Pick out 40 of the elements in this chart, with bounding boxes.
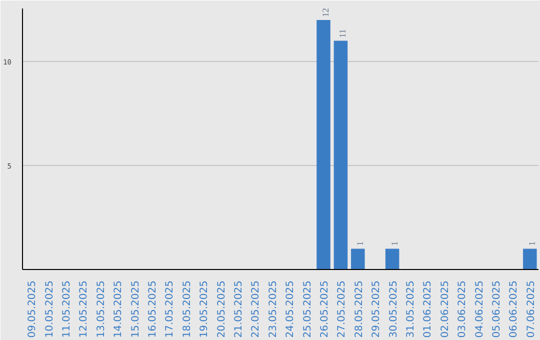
x-tick-label: 02.06.2025 [440,280,451,338]
x-tick-label: 06.06.2025 [508,280,520,338]
x-tick-label: 09.05.2025 [27,280,38,338]
x-tick-label: 27.05.2025 [336,280,348,338]
bar [351,248,365,270]
data-label: 11 [338,29,348,38]
x-tick-label: 14.05.2025 [113,280,124,338]
x-tick-label: 29.05.2025 [371,280,382,338]
x-tick-label: 10.05.2025 [44,280,56,338]
x-tick-label: 03.06.2025 [457,280,468,338]
x-tick-label: 07.06.2025 [526,280,537,338]
x-tick-label: 26.05.2025 [320,280,330,338]
x-tick-label: 21.05.2025 [234,280,244,338]
data-label: 1 [354,241,365,246]
x-tick-label: 31.05.2025 [406,280,416,338]
data-label: 1 [389,241,400,246]
x-tick-label: 16.05.2025 [148,280,158,338]
x-tick-label: 15.05.2025 [130,280,142,338]
x-tick-label: 28.05.2025 [354,280,365,338]
x-tick-label: 12.05.2025 [78,280,90,338]
bar [385,248,400,270]
x-tick-label: 13.05.2025 [96,280,107,338]
x-tick-label: 30.05.2025 [388,280,400,338]
x-tick-label: 25.05.2025 [302,280,314,338]
x-tick-label: 18.05.2025 [182,280,193,338]
x-tick-label: 01.06.2025 [422,280,434,338]
x-tick-label: 20.05.2025 [216,280,228,338]
data-label: 1 [526,241,537,246]
x-tick-label: 04.06.2025 [474,280,486,338]
x-tick-label: 23.05.2025 [268,280,279,338]
data-label: 12 [320,8,330,17]
x-tick-label: 24.05.2025 [285,280,296,338]
x-tick-label: 19.05.2025 [199,280,210,338]
bar [316,20,330,270]
bar [523,248,537,270]
x-tick-label: 22.05.2025 [250,280,262,338]
x-tick-label: 11.05.2025 [62,280,72,338]
x-tick-label: 17.05.2025 [164,280,176,338]
x-tick-label: 05.06.2025 [492,280,502,338]
bar [334,40,348,270]
